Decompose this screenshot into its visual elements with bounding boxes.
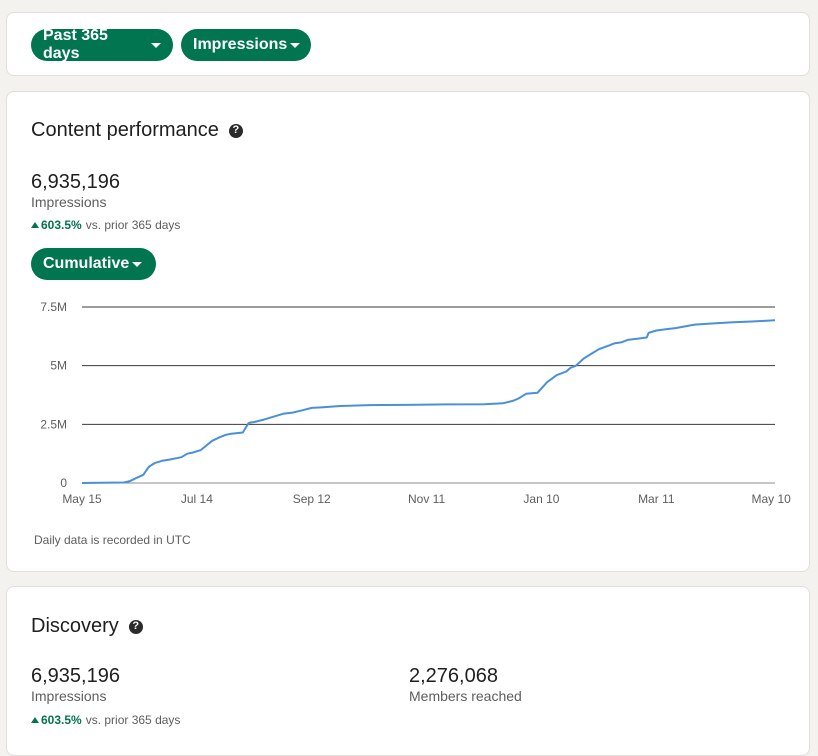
discovery-title-text: Discovery: [31, 615, 119, 637]
content-performance-title: Content performance ?: [31, 119, 243, 142]
x-tick-label: May 15: [62, 492, 102, 506]
caret-down-icon: [151, 42, 161, 48]
caret-down-icon: [290, 42, 301, 48]
cumulative-label: Cumulative: [43, 255, 130, 272]
caret-down-icon: [132, 261, 143, 267]
discovery-title: Discovery ?: [31, 615, 143, 638]
arrow-up-icon: [31, 717, 39, 723]
arrow-up-icon: [31, 222, 39, 228]
metric-filter-label: Impressions: [193, 36, 288, 53]
discovery-change-text: vs. prior 365 days: [85, 713, 181, 727]
x-tick-label: Mar 11: [638, 492, 675, 506]
content-performance-card: Content performance ? 6,935,196 Impressi…: [6, 91, 810, 572]
y-tick-label: 7.5M: [40, 300, 67, 314]
discovery-impressions-value: 6,935,196: [31, 665, 120, 687]
y-tick-label: 0: [60, 476, 67, 490]
x-tick-label: Jan 10: [523, 492, 559, 506]
impressions-line: [81, 319, 776, 484]
discovery-impressions-change: 603.5% vs. prior 365 days: [31, 713, 180, 727]
question-circle-icon[interactable]: ?: [128, 619, 143, 634]
question-circle-icon[interactable]: ?: [228, 123, 243, 138]
y-axis: 0 2.5M 5M 7.5M: [40, 300, 67, 490]
x-tick-label: Sep 12: [293, 492, 331, 506]
discovery-card: Discovery ? 6,935,196 Impressions 603.5%…: [6, 586, 810, 756]
x-tick-label: Nov 11: [408, 492, 445, 506]
impressions-label: Impressions: [31, 194, 107, 210]
impressions-chart: 0 2.5M 5M 7.5M May 15 Jul 14 Sep 12 Nov 11 Jan …: [40, 300, 791, 506]
metric-filter-button[interactable]: Impressions: [181, 29, 311, 61]
impressions-change: 603.5% vs. prior 365 days: [31, 218, 180, 232]
y-tick-label: 2.5M: [40, 417, 67, 431]
impressions-total: 6,935,196: [31, 171, 120, 193]
period-filter-label: Past 365 days: [43, 27, 108, 62]
members-reached-value: 2,276,068: [409, 665, 498, 687]
filter-card: Past 365 days Impressions: [6, 12, 810, 76]
x-tick-label: Jul 14: [181, 492, 213, 506]
x-tick-label: May 10: [751, 492, 791, 506]
utc-footnote: Daily data is recorded in UTC: [34, 533, 191, 547]
x-axis: May 15 Jul 14 Sep 12 Nov 11 Jan 10 Mar 11 May …: [62, 492, 791, 506]
members-reached-label: Members reached: [409, 688, 522, 704]
discovery-impressions-label: Impressions: [31, 688, 107, 704]
y-tick-label: 5M: [50, 359, 67, 373]
chart-grid: [82, 306, 775, 484]
impressions-change-text: vs. prior 365 days: [85, 218, 181, 232]
cumulative-button[interactable]: Cumulative: [31, 248, 156, 280]
period-filter-button[interactable]: Past 365 days: [31, 27, 173, 62]
content-performance-title-text: Content performance: [31, 119, 219, 141]
discovery-change-pct: 603.5%: [41, 713, 82, 727]
impressions-change-pct: 603.5%: [41, 218, 82, 232]
